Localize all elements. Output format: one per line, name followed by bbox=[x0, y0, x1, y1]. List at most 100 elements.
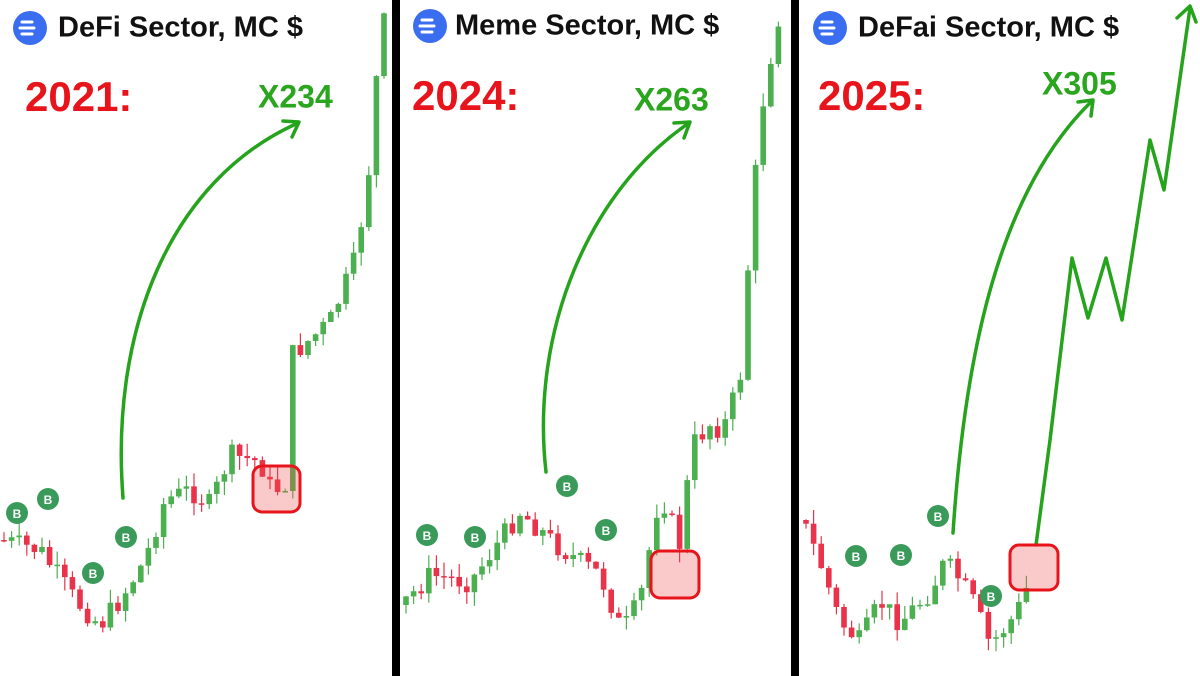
candle-body bbox=[631, 600, 637, 616]
candle-body bbox=[335, 303, 342, 313]
candle-body bbox=[381, 13, 387, 77]
candle-body bbox=[471, 574, 478, 593]
candle-body bbox=[886, 604, 893, 608]
candle-body bbox=[978, 594, 984, 612]
candle-body bbox=[760, 106, 766, 165]
candle-body bbox=[864, 617, 870, 631]
candle-body bbox=[350, 252, 357, 274]
candle-body bbox=[8, 537, 15, 541]
candle-body bbox=[259, 460, 266, 477]
buy-marker-label: B bbox=[602, 524, 611, 538]
candle-body bbox=[479, 566, 485, 575]
candle-body bbox=[441, 576, 447, 578]
sector-icon bbox=[413, 9, 447, 43]
panel-title: DeFai Sector, MC $ bbox=[858, 12, 1119, 44]
candle-body bbox=[608, 589, 614, 613]
candle-body bbox=[1008, 619, 1014, 634]
candle-body bbox=[366, 175, 372, 228]
projection-line bbox=[1034, 6, 1192, 547]
arrow-head bbox=[281, 119, 301, 139]
candle-body bbox=[160, 504, 167, 538]
buy-marker bbox=[890, 544, 912, 566]
candle-body bbox=[841, 606, 847, 628]
sector-icon bbox=[13, 11, 47, 45]
candle-body bbox=[410, 591, 417, 597]
candle-body bbox=[646, 550, 652, 588]
candle-body bbox=[562, 555, 569, 560]
candle-body bbox=[16, 535, 22, 538]
buy-marker bbox=[82, 562, 104, 584]
buy-marker-label: B bbox=[934, 510, 943, 524]
candle-body bbox=[902, 618, 908, 631]
candle-body bbox=[532, 519, 538, 536]
candle-body bbox=[31, 544, 38, 553]
buy-markers: B B B B B B B B B B B B bbox=[6, 475, 1002, 607]
candle-body bbox=[833, 587, 840, 607]
panel-title: Meme Sector, MC $ bbox=[455, 10, 719, 42]
candle-body bbox=[692, 434, 698, 481]
candle-body bbox=[616, 612, 622, 618]
candle-body bbox=[768, 64, 774, 107]
candle-body bbox=[168, 496, 174, 505]
candle-body bbox=[100, 621, 106, 628]
candle-body bbox=[593, 561, 599, 569]
candle-body bbox=[1, 540, 7, 542]
candle-body bbox=[221, 474, 228, 482]
sector-icon bbox=[813, 11, 847, 45]
candle-body bbox=[290, 345, 296, 492]
buy-marker bbox=[416, 524, 438, 546]
candle-body bbox=[494, 542, 500, 561]
year-label: 2025: bbox=[818, 72, 925, 119]
candle-body bbox=[524, 515, 531, 520]
candle-body bbox=[638, 587, 645, 601]
candle-body bbox=[84, 608, 91, 624]
highlight-box bbox=[1008, 543, 1060, 592]
candle-body bbox=[502, 523, 508, 543]
candle-body bbox=[848, 627, 855, 638]
buy-marker bbox=[927, 505, 949, 527]
panel-title: DeFi Sector, MC $ bbox=[58, 12, 303, 44]
candle-body bbox=[917, 604, 923, 607]
arrow-head bbox=[1175, 4, 1198, 24]
candle-body bbox=[62, 564, 68, 578]
candle-body bbox=[198, 503, 205, 505]
buy-marker bbox=[464, 526, 486, 548]
candle-body bbox=[810, 523, 817, 544]
buy-marker-label: B bbox=[987, 590, 996, 604]
candle-body bbox=[54, 564, 60, 567]
candle-body bbox=[130, 582, 136, 594]
candle-body bbox=[623, 615, 630, 618]
multiplier-label: X305 bbox=[1042, 65, 1117, 101]
candle-body bbox=[183, 486, 190, 489]
buy-marker bbox=[556, 475, 578, 497]
multiplier-label: X234 bbox=[258, 78, 333, 114]
candle-body bbox=[145, 547, 152, 566]
candle-body bbox=[714, 426, 721, 438]
buy-marker-label: B bbox=[423, 529, 432, 543]
candle-body bbox=[297, 345, 304, 355]
buy-marker-label: B bbox=[852, 550, 861, 564]
candle-body bbox=[373, 76, 380, 176]
candle-body bbox=[107, 602, 114, 628]
growth-arrow bbox=[119, 121, 300, 500]
candle-body bbox=[993, 637, 999, 639]
candle-body bbox=[206, 493, 212, 505]
candle-body bbox=[122, 593, 129, 611]
candle-body bbox=[955, 558, 961, 579]
candle-body bbox=[752, 164, 759, 271]
candle-body bbox=[684, 480, 690, 549]
arrow-head bbox=[1076, 98, 1095, 118]
candle-body bbox=[39, 547, 45, 553]
candle-body bbox=[570, 555, 576, 560]
candle-body bbox=[46, 547, 53, 566]
year-label: 2021: bbox=[25, 73, 132, 120]
buy-marker-label: B bbox=[897, 549, 906, 563]
buy-marker-label: B bbox=[471, 531, 480, 545]
candle-body bbox=[486, 560, 493, 567]
candle-body bbox=[77, 589, 83, 609]
candle-body bbox=[69, 577, 76, 590]
candle-body bbox=[464, 586, 470, 593]
candle-body bbox=[343, 273, 349, 304]
candle-body bbox=[803, 520, 809, 524]
